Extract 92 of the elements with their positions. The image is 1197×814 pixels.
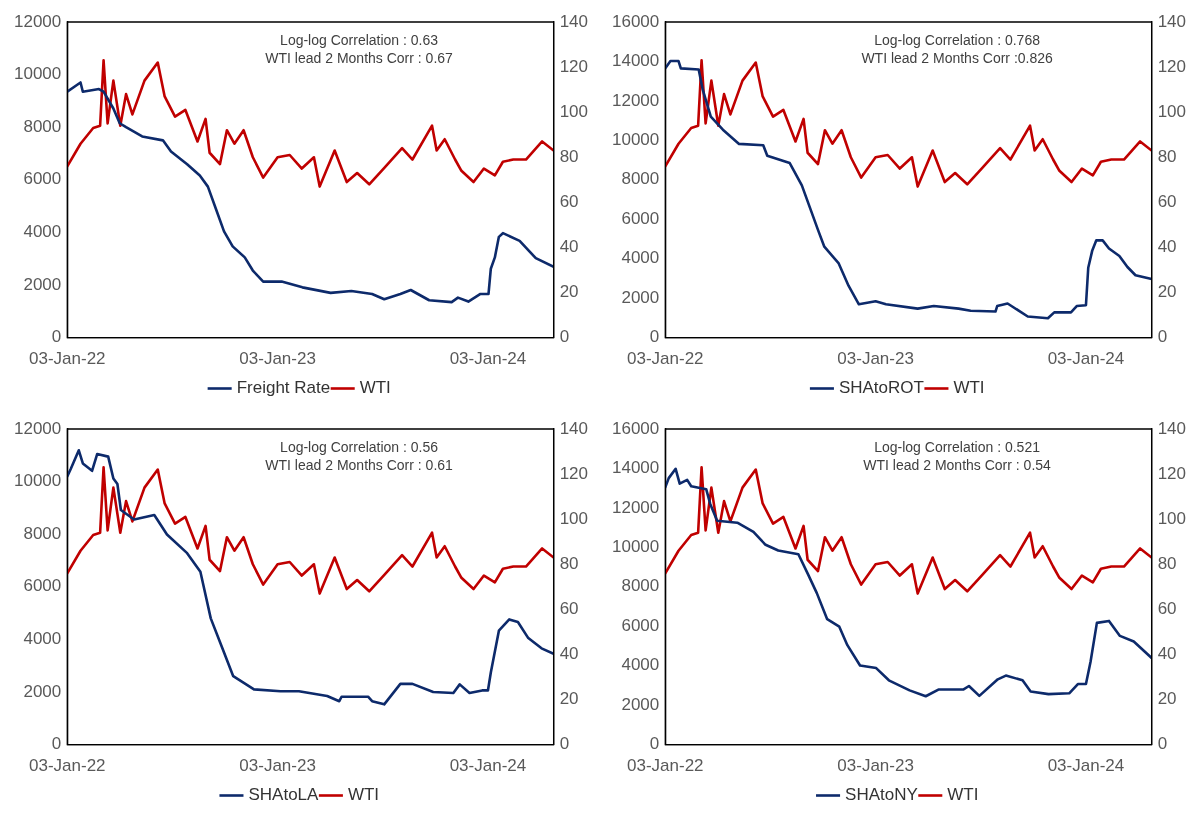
y2-tick-label: 60 [1157,599,1177,619]
y2-tick-label: 120 [559,56,589,76]
x-tick-label: 03-Jan-22 [28,756,106,776]
y2-tick-label: 100 [1157,101,1187,121]
y-tick-label: 2000 [23,681,62,701]
y2-tick-label: 0 [559,734,570,754]
y-tick-label: 10000 [13,471,62,491]
y-tick-label: 4000 [23,629,62,649]
y2-tick-label: 140 [1157,11,1187,31]
y2-tick-label: 40 [559,644,579,664]
annotation: Log-log Correlation : 0.63 [280,31,439,48]
x-tick-label: 03-Jan-24 [1047,756,1125,776]
y2-tick-label: 80 [559,146,579,166]
annotation: WTI lead 2 Months Corr : 0.61 [265,456,454,473]
y2-tick-label: 20 [559,689,579,709]
y-tick-label: 0 [51,734,62,754]
y-tick-label: 16000 [611,418,660,438]
y-tick-label: 8000 [621,169,660,189]
y2-tick-label: 40 [1157,644,1177,664]
y2-tick-label: 140 [1157,418,1187,438]
legend-label: WTI [359,378,391,398]
legend-label: SHAtoROT [838,378,924,398]
y2-tick-label: 120 [559,463,589,483]
legend-label: Freight Rate [236,378,331,398]
y-tick-label: 10000 [13,64,62,84]
y-tick-label: 6000 [23,169,62,189]
legend-label: WTI [953,378,985,398]
y-tick-label: 12000 [611,90,660,110]
y-tick-label: 4000 [621,655,660,675]
y2-tick-label: 100 [559,508,589,528]
y-tick-label: 8000 [23,523,62,543]
y2-tick-label: 0 [1157,734,1168,754]
legend-label: WTI [947,785,979,805]
annotation: Log-log Correlation : 0.768 [874,31,1041,48]
y-tick-label: 8000 [23,116,62,136]
y-tick-label: 0 [649,327,660,347]
y-tick-label: 0 [51,327,62,347]
y-tick-label: 12000 [611,497,660,517]
y2-tick-label: 120 [1157,56,1187,76]
y2-tick-label: 40 [559,237,579,257]
legend-label: SHAtoNY [845,785,918,805]
annotation: WTI lead 2 Months Corr :0.826 [861,49,1054,66]
annotation: WTI lead 2 Months Corr : 0.67 [265,49,454,66]
x-tick-label: 03-Jan-23 [837,349,914,369]
x-tick-label: 03-Jan-22 [626,756,704,776]
y2-tick-label: 0 [1157,327,1168,347]
y-tick-label: 10000 [611,537,660,557]
y-tick-label: 16000 [611,11,660,31]
legend-label: SHAtoLA [248,785,320,805]
y-tick-label: 0 [649,734,660,754]
y2-tick-label: 80 [559,553,579,573]
y2-tick-label: 60 [1157,192,1177,212]
y-tick-label: 12000 [13,418,62,438]
y-tick-label: 2000 [621,694,660,714]
y2-tick-label: 60 [559,192,579,212]
y2-tick-label: 140 [559,11,589,31]
x-tick-label: 03-Jan-22 [626,349,704,369]
y2-tick-label: 80 [1157,146,1177,166]
y-tick-label: 6000 [23,576,62,596]
x-tick-label: 03-Jan-24 [449,349,527,369]
y2-tick-label: 100 [559,101,589,121]
y-tick-label: 6000 [621,615,660,635]
y-tick-label: 14000 [611,458,660,478]
y-tick-label: 2000 [621,287,660,307]
y-tick-label: 6000 [621,208,660,228]
y2-tick-label: 20 [1157,689,1177,709]
annotation: Log-log Correlation : 0.521 [874,438,1041,455]
annotation: WTI lead 2 Months Corr : 0.54 [863,456,1052,473]
y2-tick-label: 40 [1157,237,1177,257]
y-tick-label: 14000 [611,51,660,71]
y-tick-label: 4000 [621,248,660,268]
x-tick-label: 03-Jan-23 [837,756,914,776]
y-tick-label: 8000 [621,576,660,596]
y-tick-label: 10000 [611,130,660,150]
x-tick-label: 03-Jan-23 [239,756,316,776]
y2-tick-label: 60 [559,599,579,619]
y2-tick-label: 140 [559,418,589,438]
y2-tick-label: 80 [1157,553,1177,573]
y2-tick-label: 100 [1157,508,1187,528]
y2-tick-label: 20 [559,282,579,302]
y-tick-label: 12000 [13,11,62,31]
x-tick-label: 03-Jan-22 [28,349,106,369]
x-tick-label: 03-Jan-24 [449,756,527,776]
y-tick-label: 4000 [23,222,62,242]
legend-label: WTI [347,785,380,805]
y2-tick-label: 0 [559,327,570,347]
y-tick-label: 2000 [23,274,62,294]
y2-tick-label: 120 [1157,463,1187,483]
x-tick-label: 03-Jan-23 [239,349,316,369]
x-tick-label: 03-Jan-24 [1047,349,1125,369]
y2-tick-label: 20 [1157,282,1177,302]
annotation: Log-log Correlation : 0.56 [280,438,439,455]
